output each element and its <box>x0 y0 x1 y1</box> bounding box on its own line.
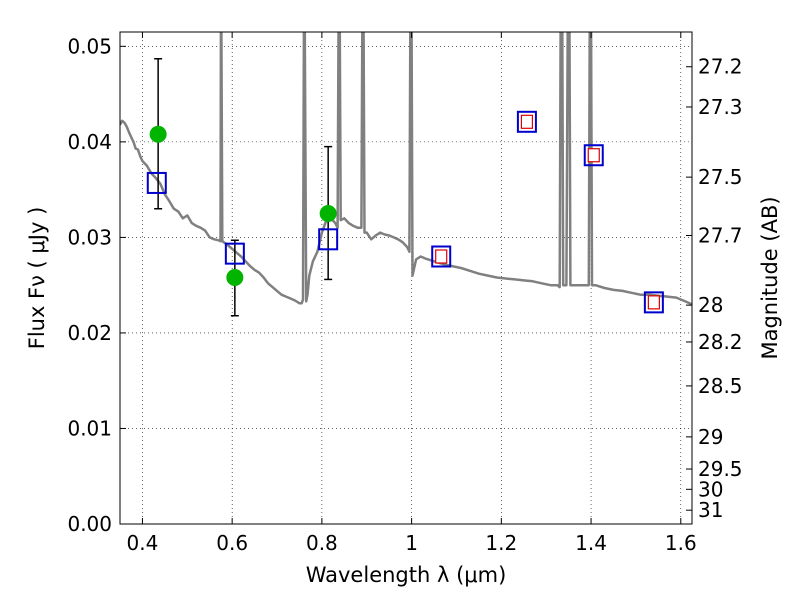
x-axis-label: Wavelength λ (μm) <box>306 563 507 587</box>
x-tick-label: 1.4 <box>575 531 607 555</box>
right-axis-label: Magnitude (AB) <box>758 196 782 359</box>
mag-tick-label: 31 <box>698 498 723 522</box>
observed-flux-point <box>226 269 244 287</box>
model-flux-square-outer <box>583 144 604 167</box>
x-tick-label: 0.8 <box>306 531 338 555</box>
mag-tick-label: 28 <box>698 293 723 317</box>
model-flux-square-inner <box>520 114 534 129</box>
x-tick-label: 0.6 <box>216 531 248 555</box>
model-spectrum-line <box>120 32 692 306</box>
x-tick-label: 1 <box>405 531 418 555</box>
mag-tick-label: 28.2 <box>698 330 743 354</box>
model-flux-square <box>146 171 167 194</box>
data-markers <box>146 57 664 317</box>
y-axis-label: Flux Fν ( μJy ) <box>25 207 49 350</box>
axis-ticks: 0.4 0.6 0.8 1 1.2 1.4 1.6 0.00 0.01 0.02 0.03 0.04 0… <box>67 32 743 555</box>
mag-tick-label: 27.3 <box>698 95 743 119</box>
x-tick-label: 1.2 <box>485 531 517 555</box>
model-flux-square-outer <box>516 110 537 133</box>
model-flux-square <box>318 228 339 251</box>
observed-flux-point <box>149 125 167 143</box>
model-flux-square <box>224 242 245 265</box>
mag-tick-label: 27.5 <box>698 165 743 189</box>
mag-tick-label: 29.5 <box>698 457 743 481</box>
y-tick-label: 0.00 <box>67 512 112 536</box>
y-tick-label: 0.05 <box>67 34 112 58</box>
y-tick-label: 0.01 <box>67 416 112 440</box>
mag-tick-label: 30 <box>698 477 723 501</box>
mag-tick-label: 27.7 <box>698 223 743 247</box>
y-tick-label: 0.03 <box>67 225 112 249</box>
model-flux-square-inner <box>647 295 660 310</box>
spectrum-layer <box>120 32 692 306</box>
observed-flux-point <box>319 205 337 223</box>
mag-tick-label: 29 <box>698 425 723 449</box>
x-tick-label: 0.4 <box>127 531 159 555</box>
model-flux-square-outer <box>431 245 452 268</box>
mag-tick-label: 27.2 <box>698 55 743 79</box>
y-tick-label: 0.04 <box>67 130 112 154</box>
plot-frame <box>119 31 693 525</box>
mag-tick-label: 28.5 <box>698 374 743 398</box>
grid-lines <box>120 32 692 525</box>
y-tick-label: 0.02 <box>67 321 112 345</box>
model-flux-square-inner <box>435 249 448 264</box>
model-flux-square-outer <box>643 291 664 314</box>
model-flux-square-inner <box>587 148 600 163</box>
x-tick-label: 1.6 <box>665 531 697 555</box>
